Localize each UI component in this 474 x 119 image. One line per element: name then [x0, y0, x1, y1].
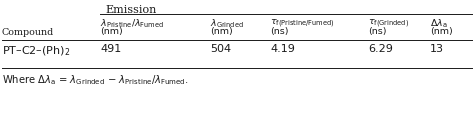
- Text: $\Delta\lambda_{\mathrm{a}}$: $\Delta\lambda_{\mathrm{a}}$: [430, 17, 447, 30]
- Text: 4.19: 4.19: [270, 44, 295, 54]
- Text: 6.29: 6.29: [368, 44, 393, 54]
- Text: $\lambda_{\mathrm{Grinded}}$: $\lambda_{\mathrm{Grinded}}$: [210, 17, 244, 30]
- Text: 13: 13: [430, 44, 444, 54]
- Text: Where $\Delta\lambda_{\mathrm{a}}$ = $\lambda_{\mathrm{Grinded}}$ $-$ $\lambda_{: Where $\Delta\lambda_{\mathrm{a}}$ = $\l…: [2, 73, 189, 87]
- Text: (nm): (nm): [430, 27, 453, 36]
- Text: (nm): (nm): [100, 27, 123, 36]
- Text: Emission: Emission: [105, 5, 156, 15]
- Text: (nm): (nm): [210, 27, 233, 36]
- Text: 504: 504: [210, 44, 231, 54]
- Text: (ns): (ns): [368, 27, 386, 36]
- Text: (ns): (ns): [270, 27, 289, 36]
- Text: Compound: Compound: [2, 28, 54, 37]
- Text: 491: 491: [100, 44, 121, 54]
- Text: $\tau_{\mathrm{f(Pristine/Fumed)}}$: $\tau_{\mathrm{f(Pristine/Fumed)}}$: [270, 17, 335, 30]
- Text: $\tau_{\mathrm{f(Grinded)}}$: $\tau_{\mathrm{f(Grinded)}}$: [368, 17, 409, 30]
- Text: PT–C2–(Ph)$_2$: PT–C2–(Ph)$_2$: [2, 44, 70, 58]
- Text: $\lambda_{\mathrm{Pristine}}/\lambda_{\mathrm{Fumed}}$: $\lambda_{\mathrm{Pristine}}/\lambda_{\m…: [100, 17, 164, 30]
